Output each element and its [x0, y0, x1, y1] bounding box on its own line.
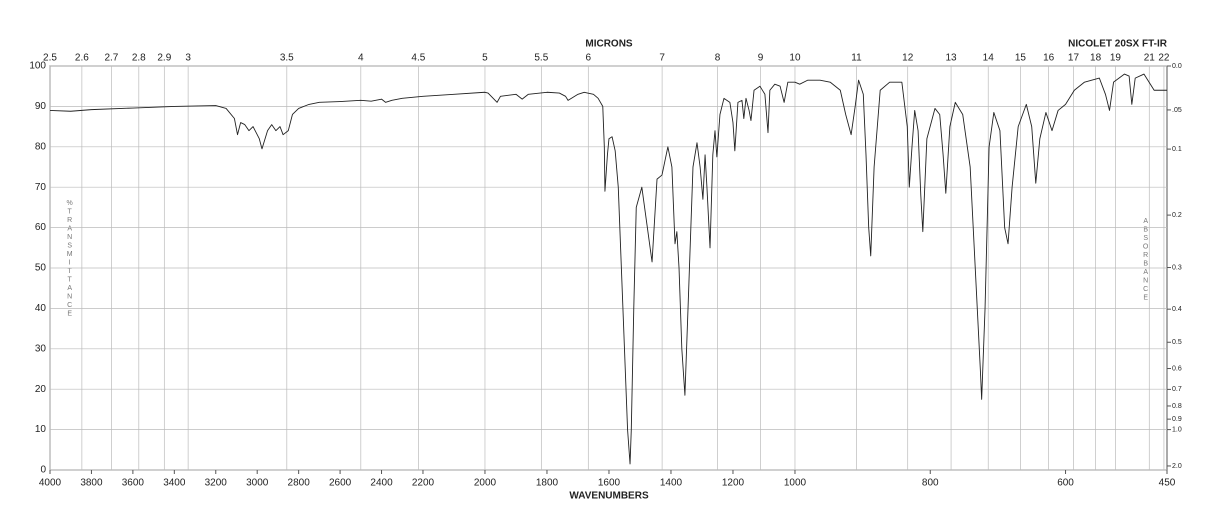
x-tick-label: 3800 [80, 478, 103, 489]
y2-tick-label: 0.4 [1172, 306, 1182, 313]
y2-tick-label: 0.8 [1172, 403, 1182, 410]
y2-tick-label: 2.0 [1172, 463, 1182, 470]
y2-tick-label: 0.2 [1172, 212, 1182, 219]
x-tick-label: 1400 [660, 478, 683, 489]
y-tick-label: 0 [40, 465, 46, 476]
x-tick-label: 2000 [474, 478, 497, 489]
x-tick-label: 3200 [205, 478, 228, 489]
top-tick-label: 8 [715, 53, 721, 64]
x-tick-label: 1200 [722, 478, 745, 489]
y-tick-label: 30 [35, 343, 47, 354]
top-tick-label: 19 [1110, 53, 1122, 64]
top-tick-label: 5 [482, 53, 488, 64]
y-tick-label: 60 [35, 222, 47, 233]
top-tick-label: 14 [983, 53, 995, 64]
y2-tick-label: 0.6 [1172, 365, 1182, 372]
y-tick-label: 10 [35, 424, 47, 435]
top-tick-label: 4.5 [411, 53, 425, 64]
top-tick-label: 2.5 [43, 53, 57, 64]
top-axis-label: MICRONS [585, 39, 633, 50]
x-tick-label: 2400 [370, 478, 393, 489]
y-tick-label: 80 [35, 141, 47, 152]
y2-tick-label: 0.0 [1172, 63, 1182, 70]
top-tick-label: 7 [659, 53, 665, 64]
y2-tick-label: 1.0 [1172, 426, 1182, 433]
top-tick-label: 3.5 [280, 53, 294, 64]
top-tick-label: 5.5 [534, 53, 548, 64]
top-tick-label: 2.7 [104, 53, 118, 64]
top-tick-label: 15 [1015, 53, 1027, 64]
top-tick-label: 16 [1043, 53, 1055, 64]
top-tick-label: 12 [902, 53, 914, 64]
top-tick-label: 3 [185, 53, 191, 64]
y-tick-label: 20 [35, 384, 47, 395]
y-tick-label: 70 [35, 182, 47, 193]
x-tick-label: 800 [922, 478, 939, 489]
y2-tick-label: .05 [1172, 107, 1182, 114]
x-tick-label: 450 [1159, 478, 1176, 489]
top-tick-label: 10 [789, 53, 801, 64]
x-tick-label: 2800 [288, 478, 311, 489]
y2-axis-label: ABSORBANCE [1142, 218, 1149, 303]
x-tick-label: 600 [1057, 478, 1074, 489]
x-axis-label: WAVENUMBERS [569, 491, 649, 502]
x-tick-label: 1000 [784, 478, 807, 489]
top-tick-label: 6 [586, 53, 592, 64]
top-tick-label: 13 [946, 53, 958, 64]
top-tick-label: 21 [1144, 53, 1156, 64]
x-tick-label: 1600 [598, 478, 621, 489]
top-tick-label: 4 [358, 53, 364, 64]
top-tick-label: 17 [1068, 53, 1080, 64]
y2-tick-label: 0.9 [1172, 416, 1182, 423]
top-tick-label: 9 [758, 53, 764, 64]
x-tick-label: 2600 [329, 478, 352, 489]
y2-tick-label: 0.5 [1172, 339, 1182, 346]
y2-tick-label: 0.1 [1172, 146, 1182, 153]
y2-tick-label: 0.7 [1172, 386, 1182, 393]
y-tick-label: 50 [35, 263, 47, 274]
top-tick-label: 22 [1158, 53, 1170, 64]
top-tick-label: 18 [1090, 53, 1102, 64]
y-tick-label: 40 [35, 303, 47, 314]
y2-tick-label: 0.3 [1172, 264, 1182, 271]
x-tick-label: 3000 [246, 478, 269, 489]
top-tick-label: 11 [851, 53, 862, 64]
x-tick-label: 1800 [536, 478, 559, 489]
x-tick-label: 3600 [122, 478, 145, 489]
y-tick-label: 100 [29, 61, 46, 72]
x-tick-label: 4000 [39, 478, 62, 489]
instrument-label: NICOLET 20SX FT-IR [1068, 39, 1168, 50]
y-axis-label: %TRANSMITTANCE [66, 200, 73, 319]
top-tick-label: 2.6 [75, 53, 89, 64]
x-tick-label: 2200 [412, 478, 435, 489]
y-tick-label: 90 [35, 101, 47, 112]
spectrum-line [49, 73, 1167, 465]
top-tick-label: 2.8 [132, 53, 146, 64]
x-tick-label: 3400 [163, 478, 186, 489]
top-tick-label: 2.9 [157, 53, 171, 64]
